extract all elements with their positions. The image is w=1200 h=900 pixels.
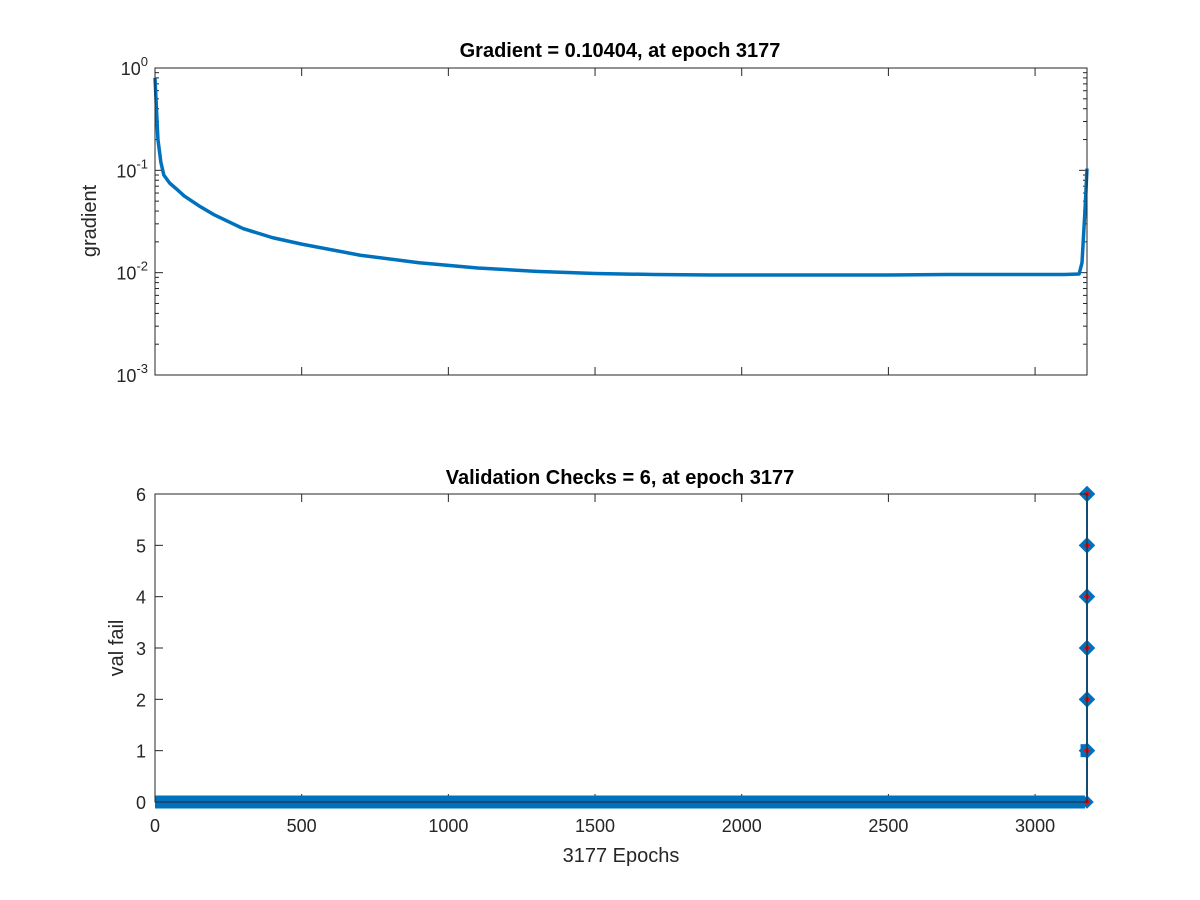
validation-title: Validation Checks = 6, at epoch 3177 bbox=[446, 467, 795, 489]
validation-xtick-label: 1500 bbox=[575, 816, 615, 836]
validation-xtick-label: 2500 bbox=[868, 816, 908, 836]
validation-ytick-label: 4 bbox=[136, 588, 146, 608]
validation-ytick-label: 5 bbox=[136, 536, 146, 556]
validation-ytick-label: 2 bbox=[136, 690, 146, 710]
validation-xtick-label: 0 bbox=[150, 816, 160, 836]
gradient-ytick-label: 10-2 bbox=[116, 259, 148, 284]
validation-ytick-label: 3 bbox=[136, 639, 146, 659]
validation-xtick-label: 2000 bbox=[722, 816, 762, 836]
gradient-line bbox=[153, 77, 1089, 277]
validation-xtick-label: 500 bbox=[287, 816, 317, 836]
gradient-ytick-label: 10-1 bbox=[116, 156, 148, 181]
validation-xlabel: 3177 Epochs bbox=[563, 845, 680, 867]
gradient-ytick-label: 10-3 bbox=[116, 361, 148, 386]
validation-ytick-label: 6 bbox=[136, 485, 146, 505]
validation-xtick-label: 1000 bbox=[428, 816, 468, 836]
validation-ytick-label: 1 bbox=[136, 742, 146, 762]
validation-ytick-label: 0 bbox=[136, 793, 146, 813]
validation-axes: Validation Checks = 6, at epoch 3177 0 50… bbox=[106, 467, 1096, 867]
validation-axes-frame bbox=[154, 493, 1088, 803]
gradient-axes-frame bbox=[154, 67, 1088, 376]
validation-ylabel: val fail bbox=[106, 620, 128, 677]
validation-xtick-label: 3000 bbox=[1015, 816, 1055, 836]
gradient-axes: Gradient = 0.10404, at epoch 3177 100 10-… bbox=[79, 40, 1089, 386]
gradient-ytick-label: 100 bbox=[121, 54, 148, 79]
gradient-title: Gradient = 0.10404, at epoch 3177 bbox=[460, 40, 781, 62]
gradient-ylabel: gradient bbox=[79, 184, 101, 257]
